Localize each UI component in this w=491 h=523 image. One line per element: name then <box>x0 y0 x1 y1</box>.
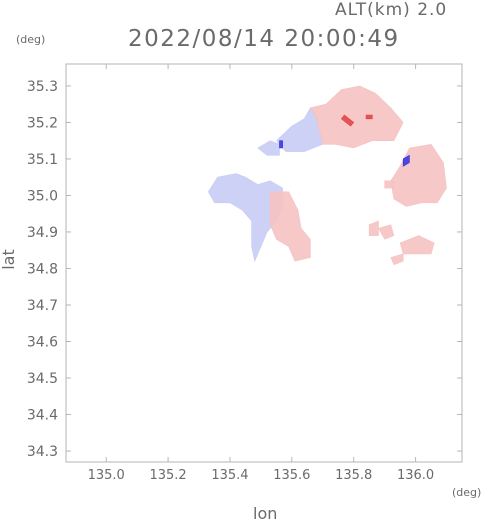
x-axis-title: lon <box>253 504 278 523</box>
y-tick-label: 34.9 <box>27 225 58 241</box>
region-layer <box>207 85 447 266</box>
y-tick-label: 35.1 <box>27 152 58 168</box>
y-tick-label: 34.6 <box>27 335 58 351</box>
y-tick-label: 35.3 <box>27 79 58 95</box>
x-axis-unit: (deg) <box>452 486 482 499</box>
y-axis-unit: (deg) <box>16 33 46 46</box>
data-region-1 <box>269 191 311 262</box>
x-tick-label: 135.6 <box>273 468 310 483</box>
y-tick-label: 35.0 <box>27 188 58 204</box>
data-region-10 <box>390 253 404 266</box>
y-tick-label: 35.2 <box>27 115 58 131</box>
data-highlight-2 <box>340 114 355 127</box>
axes-layer: 135.0 135.2 135.4 135.6 135.8 136.0 34.3 34.4 34… <box>27 64 462 483</box>
y-tick-label: 34.5 <box>27 371 58 387</box>
data-region-9 <box>399 235 435 255</box>
y-tick-label: 34.7 <box>27 298 58 314</box>
data-region-7 <box>368 220 379 236</box>
x-tick-label: 136.0 <box>397 468 434 483</box>
y-tick-label: 34.8 <box>27 261 58 277</box>
altitude-label: ALT(km) 2.0 <box>335 0 448 20</box>
data-region-8 <box>378 224 395 240</box>
data-region-5 <box>390 143 447 207</box>
y-tick-label: 34.3 <box>27 444 58 460</box>
data-region-6 <box>384 180 395 189</box>
data-highlight-1 <box>402 154 410 167</box>
data-region-2 <box>257 140 280 156</box>
x-tick-label: 135.0 <box>88 468 125 483</box>
timestamp-title: 2022/08/14 20:00:49 <box>128 26 400 52</box>
data-highlight-0 <box>279 140 283 149</box>
x-tick-label: 135.4 <box>211 468 248 483</box>
x-tick-label: 135.8 <box>335 468 372 483</box>
data-region-4 <box>309 85 404 149</box>
data-highlight-3 <box>365 114 373 120</box>
x-tick-label: 135.2 <box>149 468 186 483</box>
plot-frame <box>65 63 463 463</box>
y-tick-label: 34.4 <box>27 408 58 424</box>
